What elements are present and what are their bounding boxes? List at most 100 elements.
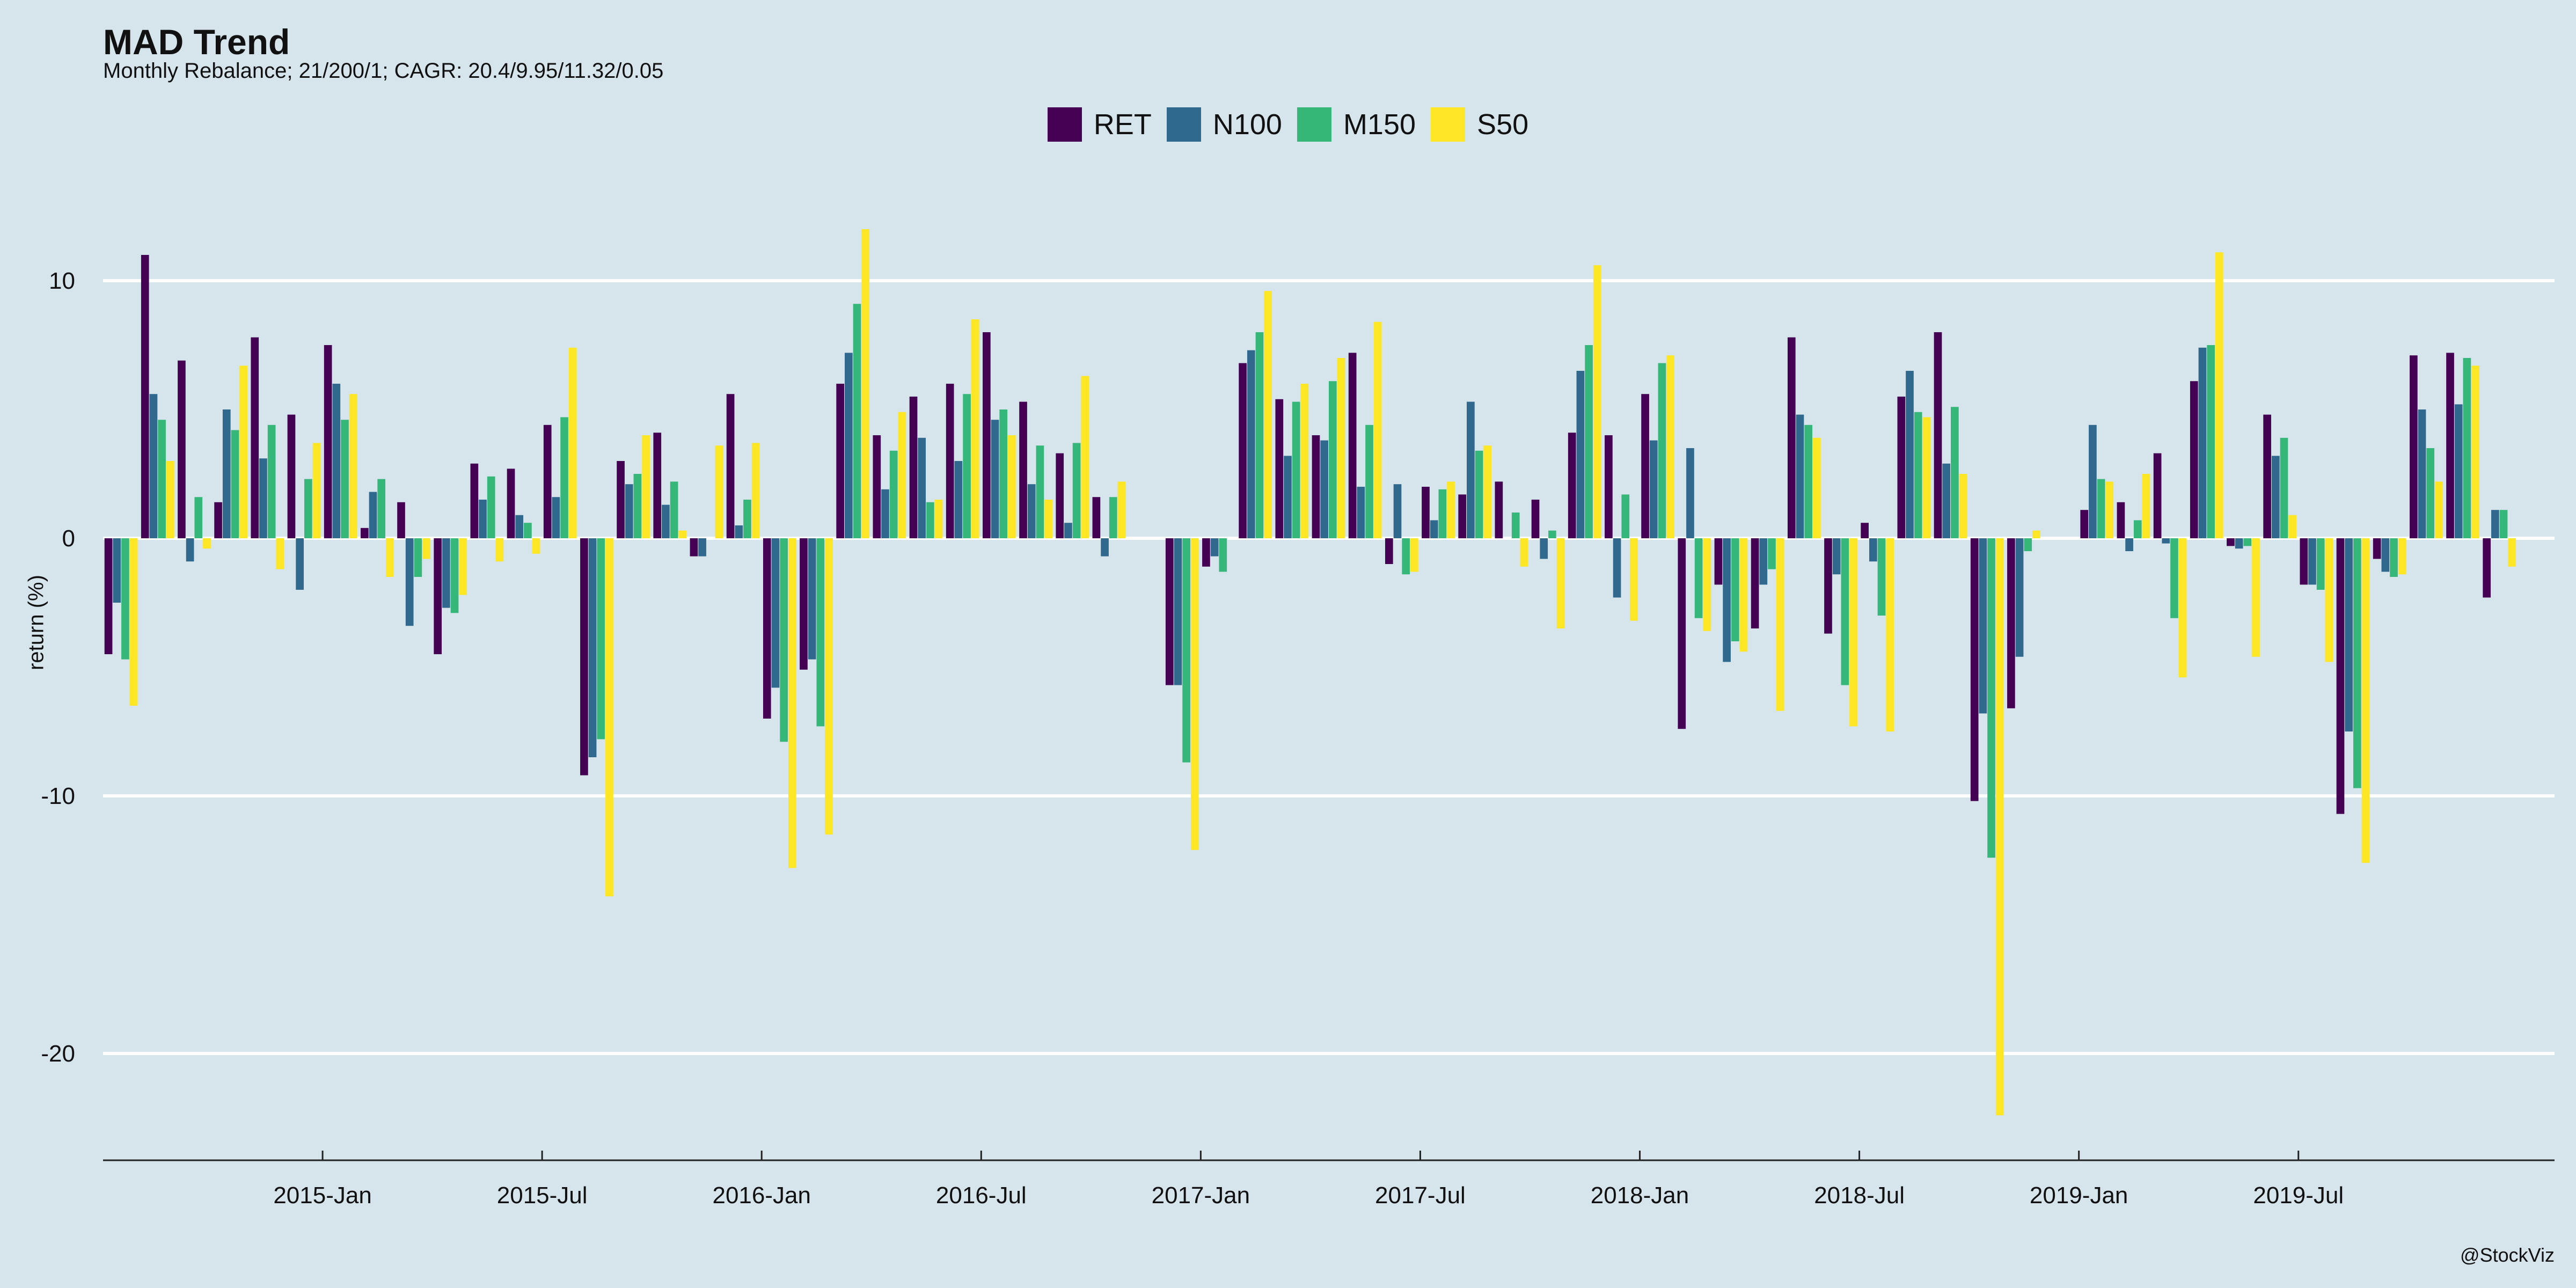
bar-m150-2015-06 xyxy=(524,523,532,538)
bar-n100-2015-05 xyxy=(479,500,487,538)
bar-m150-2019-05 xyxy=(2243,538,2252,546)
bar-m150-2019-11 xyxy=(2463,358,2471,538)
bar-n100-2015-02 xyxy=(369,492,377,538)
bar-s50-2016-12 xyxy=(1190,538,1199,850)
bar-ret-2017-03 xyxy=(1275,399,1284,538)
bar-s50-2018-05 xyxy=(1813,437,1821,538)
bar-ret-2015-04 xyxy=(434,538,442,654)
bar-n100-2019-12 xyxy=(2491,510,2499,538)
bar-s50-2015-07 xyxy=(568,347,577,538)
bar-n100-2018-11 xyxy=(2015,538,2024,657)
legend-label: S50 xyxy=(1477,108,1529,141)
bar-m150-2017-09 xyxy=(1511,513,1520,538)
bar-n100-2016-12 xyxy=(1174,538,1182,685)
bar-m150-2015-07 xyxy=(560,417,568,538)
bar-n100-2014-09 xyxy=(186,538,194,562)
bar-m150-2017-10 xyxy=(1548,530,1556,538)
bar-n100-2019-05 xyxy=(2235,538,2243,549)
bar-s50-2015-04 xyxy=(459,538,467,595)
bar-n100-2016-07 xyxy=(991,420,999,538)
gridlines: 10 0 -10 -20 xyxy=(41,268,2555,1067)
bar-ret-2016-06 xyxy=(946,384,954,538)
bar-n100-2017-11 xyxy=(1576,371,1585,538)
bar-ret-2015-07 xyxy=(543,425,552,538)
x-tick-label: 2019-Jul xyxy=(2253,1182,2344,1209)
bar-n100-2019-01 xyxy=(2089,425,2097,538)
bar-s50-2018-03 xyxy=(1739,538,1748,652)
bar-s50-2015-11 xyxy=(715,445,723,538)
bar-n100-2016-05 xyxy=(918,437,926,538)
bar-ret-2015-10 xyxy=(653,433,662,538)
bar-ret-2018-07 xyxy=(1861,523,1869,538)
bar-n100-2019-10 xyxy=(2418,409,2426,538)
bar-m150-2015-09 xyxy=(633,474,642,538)
legend-label: N100 xyxy=(1212,108,1282,141)
legend-swatch xyxy=(1297,107,1331,142)
bar-ret-2017-08 xyxy=(1458,494,1467,538)
bar-n100-2014-07 xyxy=(113,538,121,603)
bar-n100-2019-06 xyxy=(2271,456,2280,538)
bar-ret-2014-08 xyxy=(141,255,149,538)
bar-ret-2015-02 xyxy=(360,528,369,538)
bar-s50-2015-06 xyxy=(532,538,540,554)
y-tick-label: 0 xyxy=(62,525,75,552)
bar-m150-2014-10 xyxy=(231,430,239,538)
bar-n100-2015-10 xyxy=(662,504,670,538)
bar-m150-2017-02 xyxy=(1255,332,1264,538)
bar-n100-2015-03 xyxy=(405,538,414,626)
bar-s50-2017-08 xyxy=(1483,445,1492,538)
bar-m150-2016-06 xyxy=(963,394,971,538)
bar-n100-2014-12 xyxy=(296,538,304,590)
bar-ret-2018-05 xyxy=(1787,337,1796,538)
bar-n100-2018-10 xyxy=(1979,538,1987,714)
bar-n100-2019-03 xyxy=(2162,538,2170,544)
bar-s50-2019-03 xyxy=(2178,538,2187,678)
bar-s50-2017-10 xyxy=(1556,538,1565,628)
bar-ret-2019-03 xyxy=(2153,453,2162,538)
bar-m150-2019-01 xyxy=(2097,479,2105,538)
bar-m150-2019-08 xyxy=(2353,538,2361,788)
bar-ret-2017-02 xyxy=(1239,363,1247,538)
bar-s50-2015-12 xyxy=(751,443,760,538)
bar-s50-2014-11 xyxy=(276,538,284,569)
bar-m150-2018-06 xyxy=(1841,538,1849,685)
bar-n100-2016-01 xyxy=(771,538,780,688)
chart-title: MAD Trend xyxy=(103,22,290,62)
bar-ret-2019-05 xyxy=(2227,538,2235,546)
x-tick-label: 2015-Jul xyxy=(497,1182,588,1209)
bar-s50-2019-04 xyxy=(2215,252,2223,538)
bar-m150-2019-09 xyxy=(2390,538,2398,577)
bar-m150-2016-05 xyxy=(926,502,934,538)
bar-n100-2018-03 xyxy=(1723,538,1731,662)
bar-m150-2015-01 xyxy=(341,420,349,538)
bar-s50-2015-10 xyxy=(678,530,687,538)
bar-s50-2014-12 xyxy=(312,443,321,538)
legend-label: M150 xyxy=(1343,108,1416,141)
bar-ret-2019-09 xyxy=(2373,538,2381,559)
bar-n100-2014-11 xyxy=(259,458,267,538)
bar-s50-2018-09 xyxy=(1959,474,1967,538)
bar-ret-2014-12 xyxy=(287,414,296,538)
bar-s50-2014-07 xyxy=(129,538,138,706)
credit-text: @StockViz xyxy=(2460,1244,2555,1266)
bar-ret-2017-01 xyxy=(1202,538,1210,567)
bar-m150-2017-06 xyxy=(1402,538,1410,575)
bar-m150-2016-01 xyxy=(780,538,788,742)
bar-s50-2018-02 xyxy=(1703,538,1711,631)
bar-s50-2017-03 xyxy=(1300,384,1309,538)
bar-ret-2014-10 xyxy=(214,502,222,538)
bar-m150-2016-07 xyxy=(999,409,1008,538)
bar-n100-2017-07 xyxy=(1430,520,1438,538)
bar-ret-2019-10 xyxy=(2410,355,2418,538)
bar-s50-2016-03 xyxy=(861,229,870,538)
bar-ret-2015-11 xyxy=(690,538,698,557)
bar-n100-2018-06 xyxy=(1832,538,1841,575)
y-tick-label: -20 xyxy=(41,1041,75,1067)
bar-n100-2019-09 xyxy=(2381,538,2390,572)
bar-ret-2018-10 xyxy=(1970,538,1979,801)
bar-s50-2017-09 xyxy=(1520,538,1528,567)
bar-m150-2019-04 xyxy=(2207,345,2215,538)
bar-m150-2019-07 xyxy=(2316,538,2325,590)
bar-m150-2018-07 xyxy=(1877,538,1886,616)
bar-ret-2018-03 xyxy=(1714,538,1723,585)
